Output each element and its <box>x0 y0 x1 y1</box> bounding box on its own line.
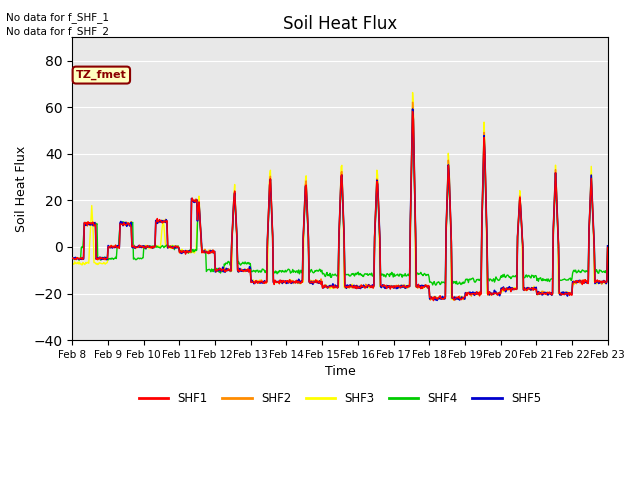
Text: TZ_fmet: TZ_fmet <box>76 70 127 80</box>
Y-axis label: Soil Heat Flux: Soil Heat Flux <box>15 145 28 232</box>
X-axis label: Time: Time <box>324 365 355 378</box>
Text: No data for f_SHF_2: No data for f_SHF_2 <box>6 26 109 37</box>
Legend: SHF1, SHF2, SHF3, SHF4, SHF5: SHF1, SHF2, SHF3, SHF4, SHF5 <box>134 387 546 410</box>
Title: Soil Heat Flux: Soil Heat Flux <box>283 15 397 33</box>
Text: No data for f_SHF_1: No data for f_SHF_1 <box>6 12 109 23</box>
